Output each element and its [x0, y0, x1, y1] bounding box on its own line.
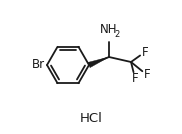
Text: F: F — [142, 46, 148, 59]
Text: F: F — [132, 72, 138, 85]
Text: HCl: HCl — [80, 111, 102, 124]
Text: F: F — [144, 68, 150, 81]
Text: Br: Br — [32, 59, 45, 72]
Polygon shape — [88, 57, 109, 68]
Text: NH: NH — [100, 23, 118, 36]
Text: 2: 2 — [115, 30, 120, 39]
